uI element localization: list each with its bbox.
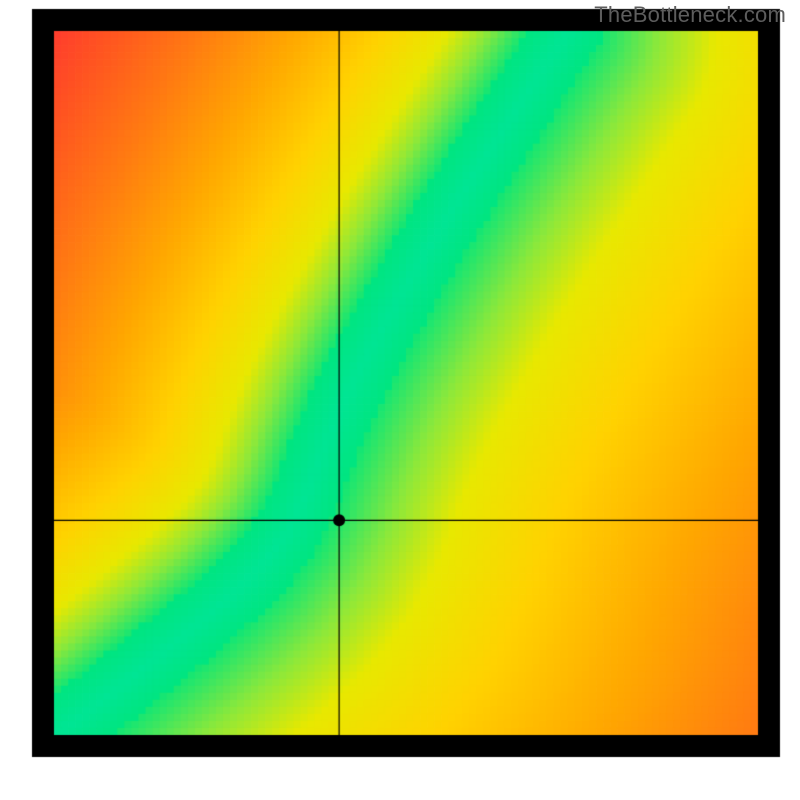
heatmap-canvas (0, 0, 800, 800)
heatmap-chart: TheBottleneck.com (0, 0, 800, 800)
watermark-text: TheBottleneck.com (594, 2, 786, 28)
